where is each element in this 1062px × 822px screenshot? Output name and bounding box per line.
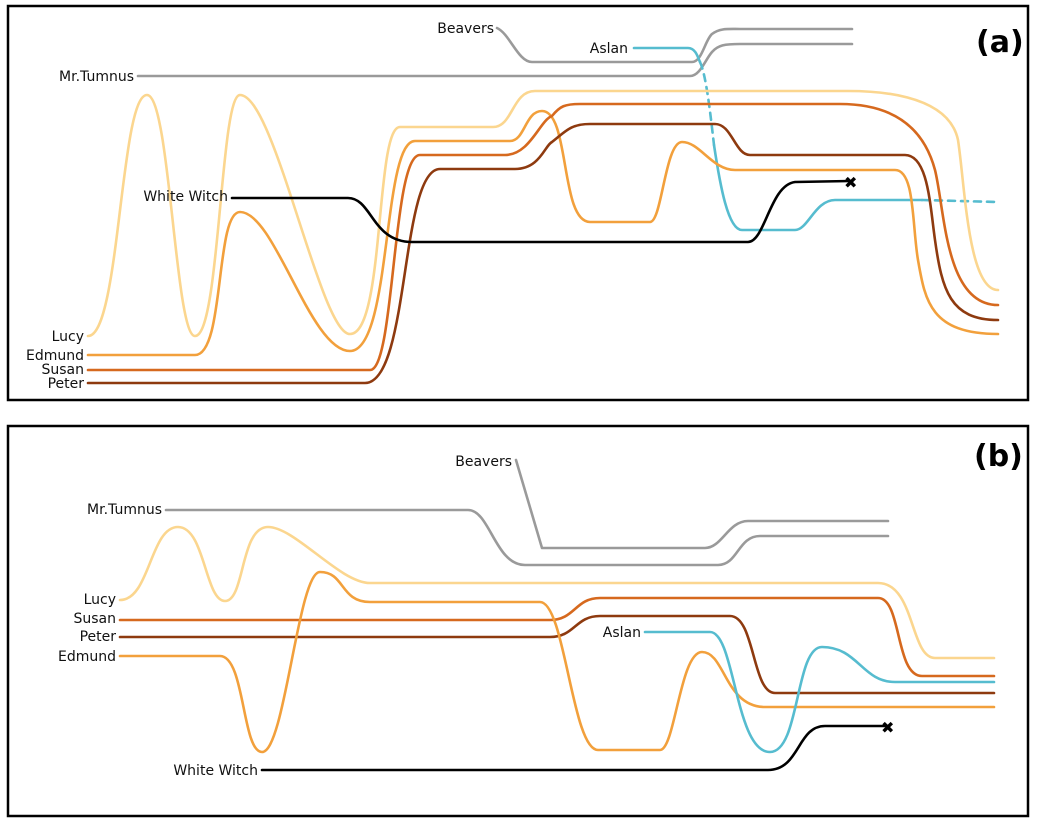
panel-a: (a) ✖ Beavers Aslan Mr.Tumnus White Witc… [26,21,1024,392]
line-aslan [632,46,702,64]
panel-a-tag: (a) [976,25,1024,60]
panel-a-frame [6,4,1030,402]
label-edmund: Edmund [26,348,84,364]
line-peter [86,122,1000,385]
label-edmund-b: Edmund [58,649,116,665]
label-mr-tumnus-b: Mr.Tumnus [87,502,162,518]
label-peter-b: Peter [80,629,117,645]
line-edmund-b [118,570,996,754]
line-aslan-b [643,630,996,754]
label-lucy: Lucy [52,329,84,345]
line-aslan-b [712,143,924,232]
death-marker-icon: ✖ [881,718,894,737]
line-aslan-dashed-a [698,60,716,147]
label-beavers: Beavers [437,21,494,37]
label-white-witch-b: White Witch [173,763,258,779]
panel-b: (b) ✖ Beavers Mr.Tumnus Lucy Susan Peter… [58,439,1023,779]
label-aslan-b: Aslan [603,625,641,641]
line-white-witch-b [260,724,890,772]
label-susan: Susan [41,362,84,378]
label-mr-tumnus: Mr.Tumnus [59,69,134,85]
line-aslan-dashed-b [920,198,1000,204]
line-susan-b [118,596,996,678]
label-white-witch: White Witch [143,189,228,205]
line-white-witch [230,179,852,244]
line-mr-tumnus-b [164,508,890,567]
line-mr-tumnus [136,42,854,78]
line-edmund [86,109,1000,357]
line-lucy [86,89,1000,338]
label-beavers-b: Beavers [455,454,512,470]
line-peter-b [118,614,996,695]
label-lucy-b: Lucy [84,592,116,608]
line-beavers-b [514,458,890,550]
death-marker-icon: ✖ [844,173,857,192]
label-aslan: Aslan [590,41,628,57]
line-lucy-b [118,525,996,660]
line-susan [86,102,1000,372]
line-beavers [495,26,854,64]
label-peter: Peter [48,376,85,392]
label-susan-b: Susan [73,611,116,627]
panel-b-tag: (b) [974,439,1023,474]
